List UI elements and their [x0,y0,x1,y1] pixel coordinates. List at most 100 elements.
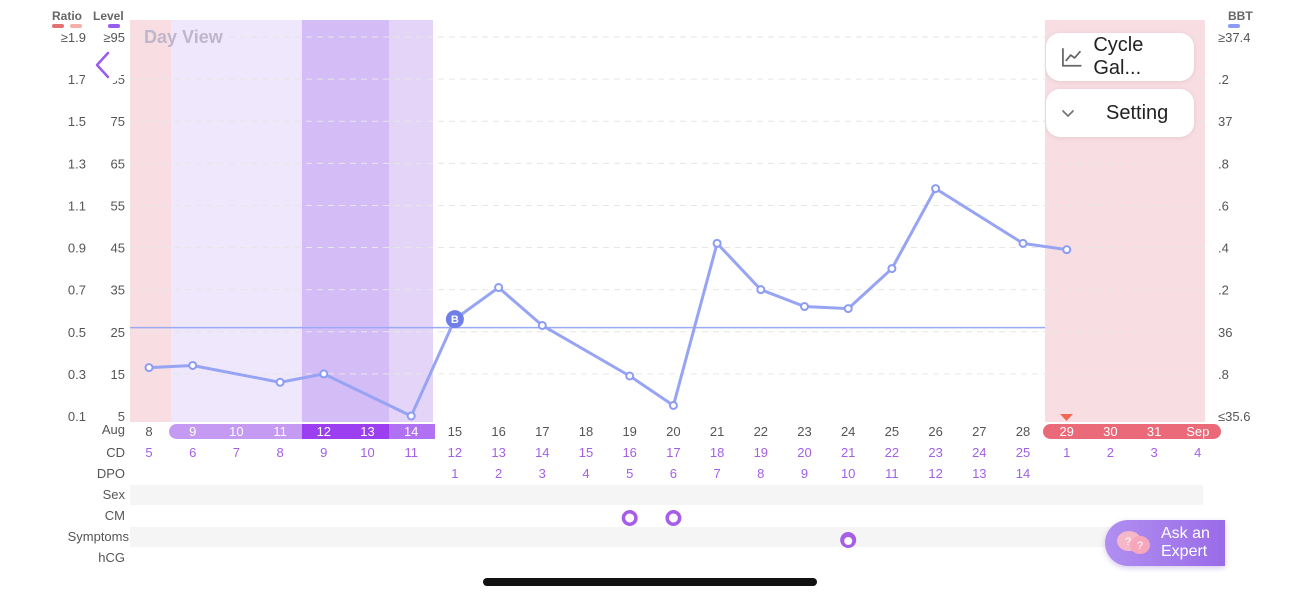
coverline-marker[interactable] [445,310,464,329]
date-label[interactable]: 29 [1059,424,1073,439]
bbt-point[interactable] [144,363,154,373]
date-label[interactable]: 24 [841,424,855,439]
home-indicator[interactable] [483,578,817,586]
marker-inner [625,513,635,523]
date-label[interactable]: 23 [797,424,811,439]
date-label[interactable]: 20 [666,424,680,439]
level-tick-label: ≥95 [103,30,125,45]
dpo-label: 5 [626,466,633,481]
bbt-tick-label: .2 [1218,283,1229,298]
bbt-point[interactable] [1018,238,1028,248]
date-label[interactable]: 30 [1103,424,1117,439]
date-label[interactable]: 8 [145,424,152,439]
view-title: Day View [144,27,224,47]
fertile-band-light [171,20,302,422]
cd-label: 6 [189,445,196,460]
date-label[interactable]: 16 [491,424,505,439]
bbt-tick-label: .6 [1218,198,1229,213]
setting-label: Setting [1106,101,1169,124]
ratio-tick-label: 0.7 [68,283,86,298]
row-label-dpo: DPO [97,466,125,481]
bbt-point[interactable] [319,369,329,379]
period-band-end [1045,20,1205,422]
date-label[interactable]: 17 [535,424,549,439]
dpo-label: 7 [713,466,720,481]
dpo-label: 10 [841,466,855,481]
bbt-tick-label: .2 [1218,72,1229,87]
cd-label: 11 [404,445,418,460]
fertile-band-peak [302,20,389,422]
period-date-pill [1043,424,1221,439]
bbt-points: B [144,184,1072,421]
cd-label: 18 [710,445,724,460]
bbt-point[interactable] [625,371,635,381]
date-label[interactable]: 28 [1016,424,1030,439]
cd-label: 13 [491,445,505,460]
row-label-cm: CM [105,508,125,523]
date-label[interactable]: 26 [928,424,942,439]
bbt-tick-label: .8 [1218,156,1229,171]
date-label[interactable]: 14 [404,424,418,439]
ask-expert-label: Ask an Expert [1161,525,1210,561]
back-button[interactable] [82,44,124,86]
date-label[interactable]: 21 [710,424,724,439]
marker-inner [668,513,678,523]
bbt-point[interactable] [494,283,504,293]
cd-label: 7 [233,445,240,460]
ratio-legend-label: Ratio [52,9,82,23]
cd-label: 8 [276,445,283,460]
date-label[interactable]: 18 [579,424,593,439]
cd-label: 10 [360,445,374,460]
cd-label: 23 [928,445,942,460]
date-label[interactable]: 15 [448,424,462,439]
date-label[interactable]: 19 [622,424,636,439]
bbt-point[interactable] [188,360,198,370]
date-label[interactable]: 25 [885,424,899,439]
marker-inner [844,537,853,545]
cd-label: 22 [885,445,899,460]
date-label[interactable]: 10 [229,424,243,439]
date-label[interactable]: 31 [1147,424,1161,439]
dpo-label: 6 [670,466,677,481]
period-band-start [130,20,171,422]
bbt-tick-label: 37 [1218,114,1232,129]
bbt-tick-label: 36 [1218,325,1232,340]
ask-expert-line1: Ask an [1161,525,1210,542]
chevron-left-icon [95,51,110,79]
level-legend-swatch [108,24,120,28]
level-tick-label: 75 [111,114,125,129]
svg-text:?: ? [1125,536,1131,548]
date-label[interactable]: 22 [754,424,768,439]
bbt-point[interactable] [275,377,285,387]
log-markers [621,510,857,548]
ratio-tick-label: 1.7 [68,72,86,87]
cycle-gallery-button[interactable]: Cycle Gal... [1046,33,1194,81]
bbt-point[interactable] [931,184,941,194]
level-tick-label: 25 [111,325,125,340]
date-label[interactable]: 9 [189,424,196,439]
peak-date-pill [302,424,389,439]
bbt-point[interactable] [406,411,416,421]
dpo-label: 8 [757,466,764,481]
date-label[interactable]: 11 [273,424,287,439]
bbt-point[interactable] [843,304,853,314]
bbt-tick-label: ≥37.4 [1218,30,1250,45]
cd-label: 5 [145,445,152,460]
dpo-label: 9 [801,466,808,481]
bbt-point[interactable] [800,302,809,312]
bbt-point[interactable] [712,238,722,248]
date-label[interactable]: Sep [1186,424,1209,439]
cd-label: 12 [448,445,462,460]
date-label[interactable]: 27 [972,424,986,439]
setting-button[interactable]: Setting [1046,89,1194,137]
date-label[interactable]: 13 [360,424,374,439]
bbt-point[interactable] [756,285,766,295]
ratio-tick-label: 0.3 [68,367,86,382]
bbt-point[interactable] [537,320,547,330]
bbt-point[interactable] [668,400,678,410]
ask-an-expert-button[interactable]: ? ? Ask an Expert [1105,520,1225,566]
bbt-legend-swatch [1228,24,1240,28]
bbt-point[interactable] [887,264,897,274]
date-label[interactable]: 12 [317,424,331,439]
bbt-point[interactable] [1062,245,1072,255]
